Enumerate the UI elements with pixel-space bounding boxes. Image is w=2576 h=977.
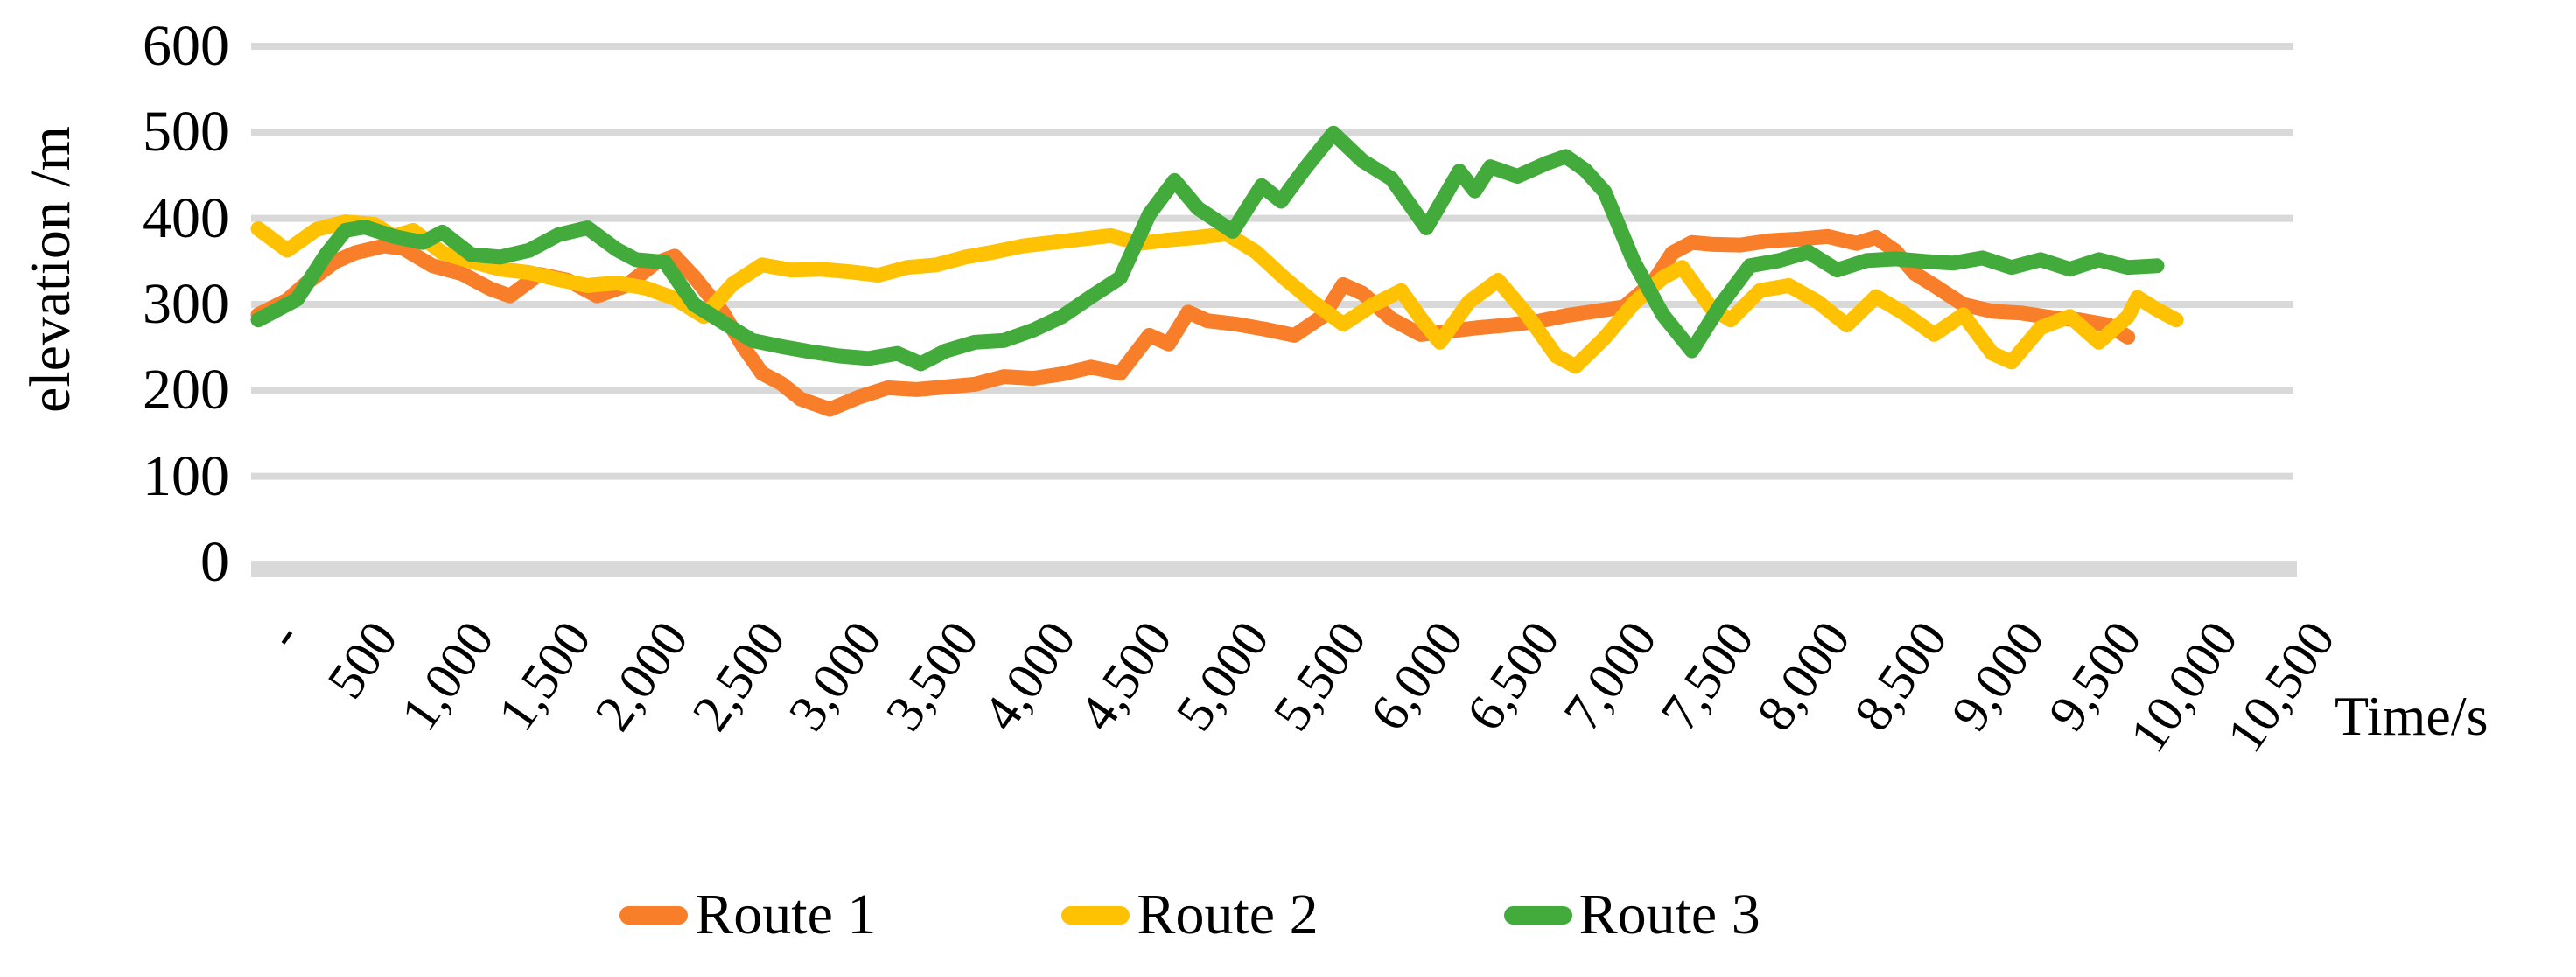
legend-swatch [1061,905,1130,925]
gridline [251,472,2293,480]
zero-axis-band [251,561,2297,577]
y-tick-label: 600 [143,14,229,78]
series-line-route-2 [250,214,2184,374]
y-tick-label: 500 [143,100,229,164]
x-axis-title: Time/s [2334,685,2488,747]
gridline [251,214,2293,222]
legend-swatch [620,905,689,925]
legend: Route 1 Route 2 Route 3 [0,882,2380,948]
gridline [251,301,2293,308]
legend-label: Route 1 [695,883,877,946]
y-tick-label: 200 [143,358,229,422]
legend-item-route-3: Route 3 [1503,882,1760,948]
series-line-route-3 [250,125,2165,372]
y-tick-label: 0 [200,530,229,594]
legend-swatch [1503,905,1572,925]
gridline [251,129,2293,136]
legend-label: Route 3 [1578,883,1760,946]
y-tick-label: 300 [143,272,229,336]
y-tick-label: 400 [143,185,229,250]
legend-item-route-1: Route 1 [620,882,876,948]
legend-label: Route 2 [1137,883,1319,946]
y-tick-label: 100 [143,443,229,508]
legend-item-route-2: Route 2 [1061,882,1319,948]
gridline [251,387,2293,394]
gridline [251,43,2293,50]
